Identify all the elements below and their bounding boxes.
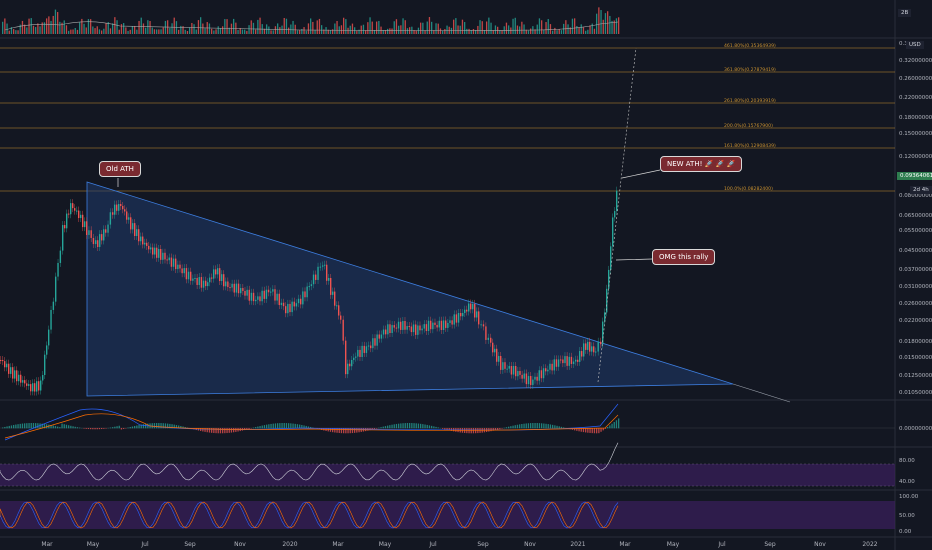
date-label: 2021 bbox=[570, 541, 585, 548]
new-ath-callout[interactable]: NEW ATH! 🚀 🚀 🚀 bbox=[660, 156, 743, 172]
price-label: 0.03700000 bbox=[899, 267, 932, 273]
rally-pointer bbox=[615, 258, 653, 261]
rsi-pane: 80.00 40.00 bbox=[0, 442, 915, 485]
date-label: Nov bbox=[234, 541, 246, 548]
price-label: 0.06500000 bbox=[899, 213, 932, 219]
price-candles bbox=[0, 186, 618, 396]
price-label: 0.05500000 bbox=[899, 228, 932, 234]
currency-label[interactable]: USD bbox=[906, 41, 924, 49]
macd-pane: 0.00000000 bbox=[0, 403, 932, 441]
fib-label: 200.0%(0.15767900) bbox=[724, 123, 773, 129]
date-label: Jul bbox=[140, 541, 149, 548]
fib-label: 161.80%(0.12908439) bbox=[724, 143, 776, 149]
price-axis[interactable]: 0.32000000 0.26000000 0.22000000 0.18000000… bbox=[899, 41, 932, 396]
date-label: Nov bbox=[524, 541, 536, 548]
date-label: May bbox=[87, 541, 100, 548]
price-label: 0.26000000 bbox=[899, 76, 932, 82]
date-label: Sep bbox=[477, 541, 489, 548]
date-label: Sep bbox=[184, 541, 196, 548]
macd-label: 0.00000000 bbox=[899, 426, 932, 432]
price-label: 0.01800000 bbox=[899, 339, 932, 345]
date-label: Mar bbox=[619, 541, 631, 548]
price-label: 0.18000000 bbox=[899, 115, 932, 121]
stoch-label: 0.00 bbox=[899, 529, 912, 535]
price-label: 0.04500000 bbox=[899, 248, 932, 254]
date-label: Sep bbox=[764, 541, 776, 548]
fib-label: 100.0%(0.08282400) bbox=[724, 186, 773, 192]
price-label: 0.12000000 bbox=[899, 154, 932, 160]
stoch-rsi-pane: 100.00 50.00 0.00 bbox=[0, 494, 919, 535]
date-label: May bbox=[667, 541, 680, 548]
fib-label: 261.80%(0.20393919) bbox=[724, 98, 776, 104]
price-label: 0.01500000 bbox=[899, 355, 932, 361]
date-label: Nov bbox=[814, 541, 826, 548]
price-label: 0.02200000 bbox=[899, 318, 932, 324]
stoch-label: 50.00 bbox=[899, 513, 915, 519]
price-label: 0.03100000 bbox=[899, 284, 932, 290]
price-label-top: 0.3 bbox=[899, 41, 908, 47]
price-label: 0.01250000 bbox=[899, 373, 932, 379]
rsi-line bbox=[0, 442, 619, 481]
stoch-k-line bbox=[0, 501, 619, 529]
date-label: May bbox=[379, 541, 392, 548]
rally-callout[interactable]: OMG this rally bbox=[652, 249, 716, 265]
triangle-extension-line bbox=[732, 383, 791, 403]
price-label: 0.22000000 bbox=[899, 95, 932, 101]
date-label: Mar bbox=[41, 541, 53, 548]
date-label: Jul bbox=[717, 541, 726, 548]
old-ath-callout[interactable]: Old ATH bbox=[99, 161, 141, 177]
rsi-label: 40.00 bbox=[899, 479, 915, 485]
date-label: 2022 bbox=[862, 541, 877, 548]
price-label: 0.15000000 bbox=[899, 131, 932, 137]
fib-label: 361.80%(0.27879419) bbox=[724, 67, 776, 73]
stoch-d-line bbox=[0, 501, 619, 529]
fib-levels[interactable]: 461.80%(0.35364939) 361.80%(0.27879419) 26… bbox=[0, 43, 895, 192]
price-label: 0.08000000 bbox=[899, 193, 932, 199]
rsi-band bbox=[0, 464, 895, 486]
stoch-label: 100.00 bbox=[899, 494, 919, 500]
new-ath-pointer bbox=[621, 169, 661, 179]
date-label: Mar bbox=[332, 541, 344, 548]
date-label: Jul bbox=[428, 541, 437, 548]
projection-line bbox=[597, 47, 637, 383]
price-label: 0.01050000 bbox=[899, 390, 932, 396]
current-price-tag: 0.09364061 bbox=[897, 172, 932, 180]
stoch-band bbox=[0, 501, 895, 529]
price-label: 0.32000000 bbox=[899, 58, 932, 64]
volume-ma-line bbox=[4, 21, 619, 31]
rsi-label: 80.00 bbox=[899, 458, 915, 464]
descending-triangle[interactable] bbox=[86, 181, 734, 397]
countdown-tag: 2d 4h bbox=[910, 186, 932, 194]
fib-label: 461.80%(0.35364939) bbox=[724, 43, 776, 49]
date-axis[interactable]: Mar May Jul Sep Nov 2020 Mar May Jul Sep Nov 2021 Ma… bbox=[41, 541, 877, 548]
price-label: 0.02600000 bbox=[899, 301, 932, 307]
volume-label: 2B bbox=[898, 9, 912, 17]
date-label: 2020 bbox=[282, 541, 297, 548]
